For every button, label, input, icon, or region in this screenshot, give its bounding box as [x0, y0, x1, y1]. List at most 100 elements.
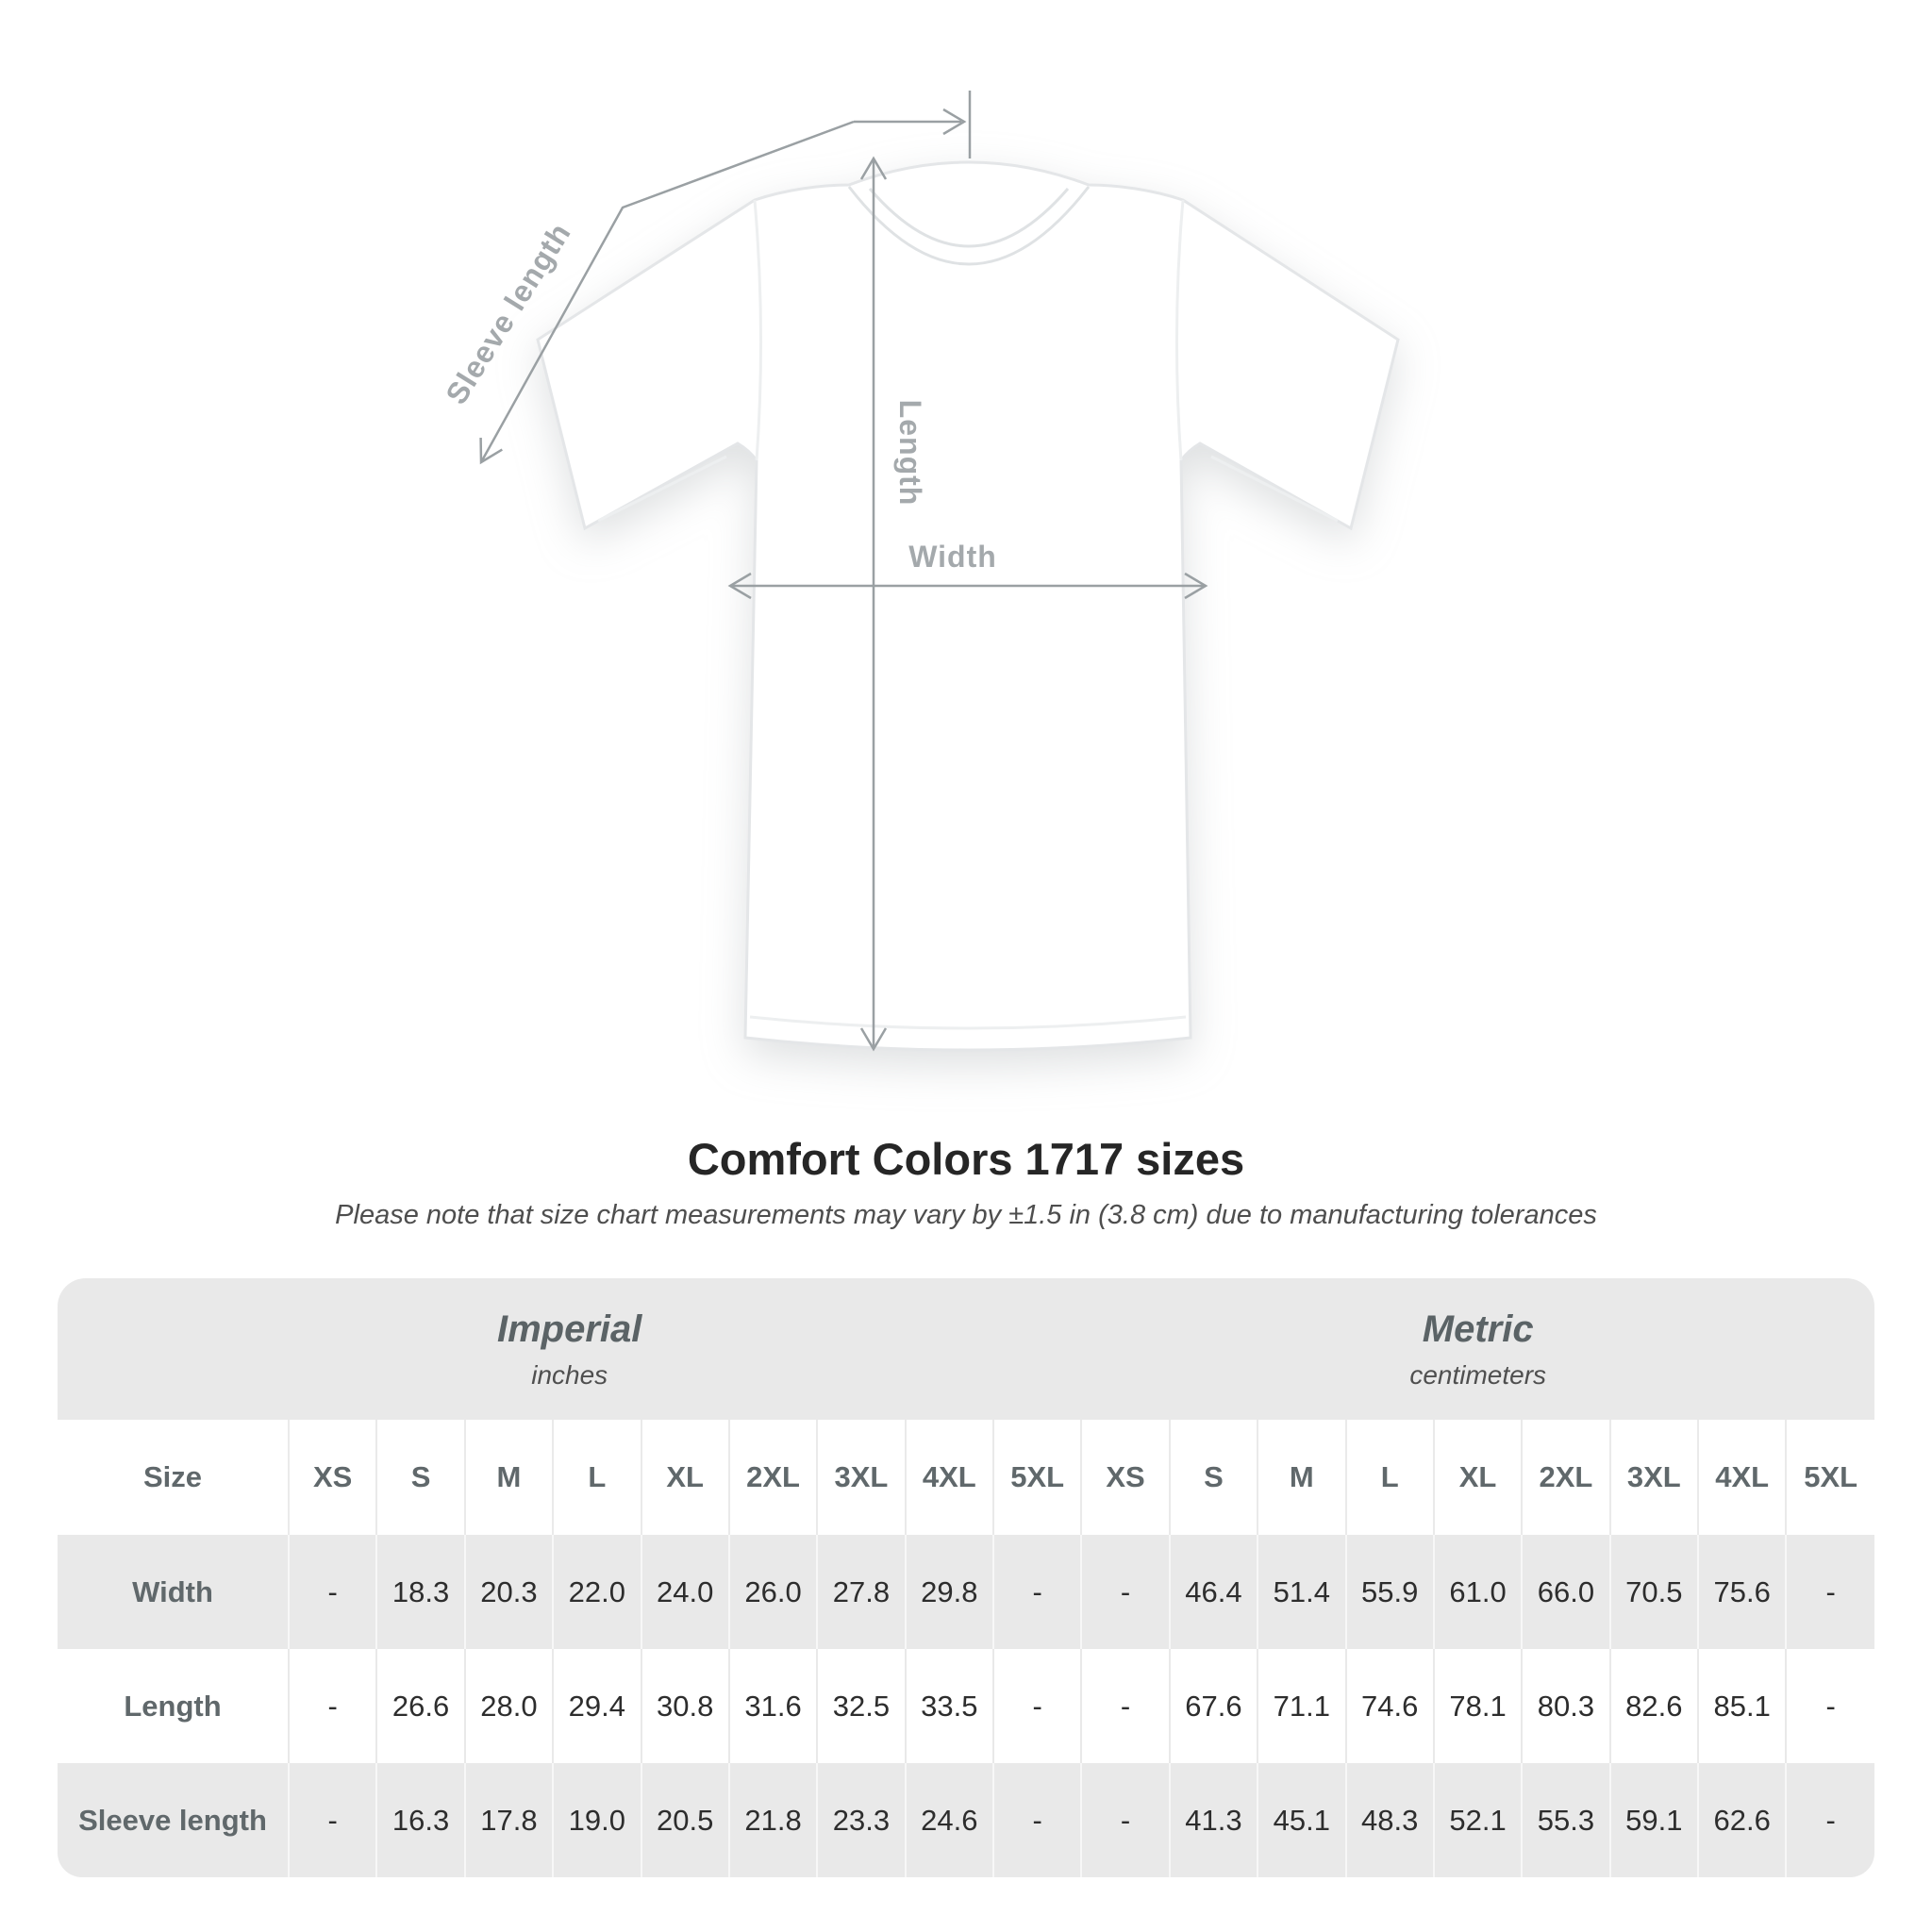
imperial-label: Imperial	[496, 1307, 642, 1350]
measurement-value-cell: 80.3	[1521, 1649, 1610, 1763]
size-column-header: 4XL	[904, 1420, 993, 1535]
measurement-value-cell: -	[991, 1535, 1082, 1649]
measurement-value-cell: -	[1080, 1535, 1170, 1649]
measurement-value-cell: 52.1	[1432, 1763, 1523, 1877]
measurement-value-cell: -	[1080, 1649, 1170, 1763]
measurement-value-cell: 18.3	[375, 1535, 465, 1649]
measurement-value-cell: 16.3	[375, 1763, 465, 1877]
size-column-header: 3XL	[816, 1420, 906, 1535]
sleeve-arrow-right-head	[942, 108, 967, 136]
measurement-value-cell: 48.3	[1344, 1763, 1434, 1877]
sleeve-measure-diagonal-line	[479, 120, 855, 463]
measurement-value-cell: -	[287, 1649, 377, 1763]
metric-unit-label: centimeters	[1409, 1359, 1547, 1390]
measurement-value-cell: 75.6	[1696, 1535, 1787, 1649]
row-label: Width	[132, 1574, 213, 1608]
measurement-value-cell: 41.3	[1168, 1763, 1258, 1877]
measurement-value-cell: 24.0	[640, 1535, 729, 1649]
width-label: Width	[908, 540, 997, 574]
measurement-value-cell: -	[287, 1535, 377, 1649]
right-cuff-seam	[1210, 455, 1339, 523]
size-column-header: 4XL	[1696, 1420, 1787, 1535]
size-column-header: S	[375, 1420, 465, 1535]
left-cuff-seam	[597, 455, 727, 523]
measurement-value-cell: 62.6	[1696, 1763, 1787, 1877]
measurement-value-cell: 70.5	[1608, 1535, 1698, 1649]
tshirt-body-shape	[536, 160, 1400, 1052]
metric-label: Metric	[1422, 1307, 1534, 1350]
measurement-value-cell: 26.6	[375, 1649, 465, 1763]
size-header-row: Size XS S M L XL 2XL 3XL 4XL 5XL XS S M L XL 2XL 3XL 4XL…	[58, 1420, 1874, 1535]
measurement-value-cell: 20.5	[640, 1763, 729, 1877]
measurement-value-cell: -	[991, 1649, 1082, 1763]
measurement-value-cell: 22.0	[552, 1535, 641, 1649]
size-table-container: Imperial inches Metric centimeters Size …	[58, 1278, 1874, 1877]
left-shoulder-seam	[753, 199, 763, 461]
measurement-value-cell: 20.3	[463, 1535, 554, 1649]
length-arrow-bottom-head	[859, 1027, 888, 1052]
size-column-header: L	[552, 1420, 641, 1535]
measurement-value-cell: 78.1	[1432, 1649, 1523, 1763]
measurement-value-cell: 51.4	[1257, 1535, 1346, 1649]
measurement-value-cell: 46.4	[1168, 1535, 1258, 1649]
measurement-value-cell: 66.0	[1521, 1535, 1610, 1649]
measurement-value-cell: -	[1785, 1535, 1874, 1649]
measurement-value-cell: 28.0	[463, 1649, 554, 1763]
size-corner-label: Size	[142, 1460, 203, 1493]
collar-inner-seam	[868, 188, 1070, 248]
measurement-value-cell: 74.6	[1344, 1649, 1434, 1763]
size-column-header: 5XL	[991, 1420, 1082, 1535]
size-table: Imperial inches Metric centimeters Size …	[58, 1278, 1874, 1877]
length-label: Length	[893, 400, 927, 507]
measurement-value-cell: -	[1080, 1763, 1170, 1877]
heading-block: Comfort Colors 1717 sizes Please note th…	[0, 1135, 1932, 1231]
measurement-value-cell: 45.1	[1257, 1763, 1346, 1877]
size-column-header: L	[1344, 1420, 1434, 1535]
measurement-value-cell: -	[1785, 1763, 1874, 1877]
measurement-value-cell: 67.6	[1168, 1649, 1258, 1763]
measurement-value-cell: 24.6	[904, 1763, 993, 1877]
measurement-value-cell: 29.4	[552, 1649, 641, 1763]
row-label: Sleeve length	[78, 1803, 267, 1837]
measurement-value-cell: -	[991, 1763, 1082, 1877]
right-shoulder-seam	[1174, 199, 1185, 461]
size-column-header: XL	[1432, 1420, 1523, 1535]
imperial-header-cell: Imperial inches	[58, 1278, 1081, 1420]
size-column-header: XS	[1080, 1420, 1170, 1535]
size-column-header: 5XL	[1785, 1420, 1874, 1535]
measurement-value-cell: -	[287, 1763, 377, 1877]
measurement-row: Length -26.6 28.0 29.4 30.8 31.6 32.5 33.5- -67.…	[58, 1649, 1874, 1763]
tshirt-size-diagram: Sleeve length Length Width	[439, 91, 1400, 1052]
measurement-value-cell: 32.5	[816, 1649, 906, 1763]
size-column-header: XL	[640, 1420, 729, 1535]
measurement-value-cell: 21.8	[727, 1763, 818, 1877]
measurement-value-cell: 82.6	[1608, 1649, 1698, 1763]
tshirt-illustration	[536, 160, 1400, 1052]
measurement-value-cell: 19.0	[552, 1763, 641, 1877]
imperial-unit-label: inches	[531, 1359, 608, 1390]
measurement-value-cell: 17.8	[463, 1763, 554, 1877]
measurement-value-cell: 30.8	[640, 1649, 729, 1763]
size-column-header: M	[463, 1420, 554, 1535]
measurement-value-cell: 55.9	[1344, 1535, 1434, 1649]
measurement-value-cell: 55.3	[1521, 1763, 1610, 1877]
measurement-value-cell: -	[1785, 1649, 1874, 1763]
size-column-header: 2XL	[1521, 1420, 1610, 1535]
size-column-header: 3XL	[1608, 1420, 1698, 1535]
size-column-header: XS	[287, 1420, 377, 1535]
metric-header-cell: Metric centimeters	[1081, 1278, 1874, 1420]
width-arrow-right-head	[1184, 572, 1208, 600]
collar-outer-seam	[847, 186, 1091, 266]
tolerance-note: Please note that size chart measurements…	[335, 1199, 1597, 1230]
measurement-value-cell: 29.8	[904, 1535, 993, 1649]
measurement-value-cell: 71.1	[1257, 1649, 1346, 1763]
hem-seam	[749, 1015, 1187, 1030]
measurement-row: Width -18.3 20.3 22.0 24.0 26.0 27.8 29.8- -46.4…	[58, 1535, 1874, 1649]
measurement-value-cell: 33.5	[904, 1649, 993, 1763]
measurement-value-cell: 61.0	[1432, 1535, 1523, 1649]
row-label: Length	[124, 1689, 222, 1723]
unit-header-row: Imperial inches Metric centimeters	[58, 1278, 1874, 1420]
measurement-row: Sleeve length -16.3 17.8 19.0 20.5 21.8 23.3 24…	[58, 1763, 1874, 1877]
size-column-header: S	[1168, 1420, 1258, 1535]
